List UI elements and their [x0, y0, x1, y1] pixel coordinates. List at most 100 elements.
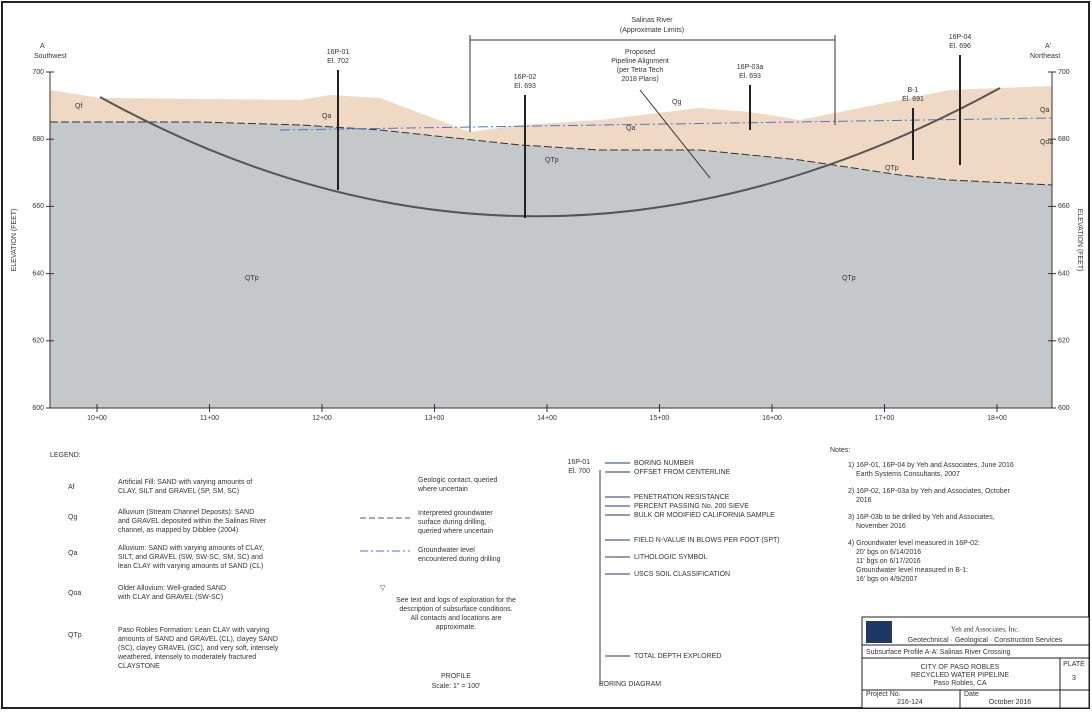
profile-title: PROFILE [441, 673, 471, 680]
legend-text: lean CLAY with varying amounts of SAND (… [118, 563, 263, 570]
plate: 3 [1072, 675, 1076, 682]
boring-elevation: El. 691 [902, 96, 924, 103]
unit-label: Qoa [1040, 139, 1053, 146]
legend-symbol-text: surface during drilling, [418, 519, 487, 526]
unit-label: QTp [842, 275, 856, 282]
groundwater-symbol: ▽ [380, 585, 386, 592]
boring-name: 16P-01 [327, 49, 350, 56]
unit-label: Qf [75, 103, 82, 110]
drawing-title: Subsurface Profile A-A' Salinas River Cr… [866, 649, 1011, 656]
legend-text: channel, as mapped by Dibblee (2004) [118, 527, 238, 534]
legend-text: with CLAY and GRAVEL (SW-SC) [117, 594, 223, 601]
client: RECYCLED WATER PIPELINE [911, 672, 1009, 679]
station-label: 15+00 [650, 415, 670, 422]
elevation-label: 620 [32, 338, 44, 345]
legend-note: All contacts and locations are [410, 615, 501, 622]
elevation-label: 660 [32, 203, 44, 210]
boring-elevation: El. 693 [739, 73, 761, 80]
bd-label: BORING NUMBER [634, 460, 694, 467]
legend-text: and GRAVEL deposited within the Salinas … [118, 518, 267, 525]
bd-offset: El. 700 [568, 468, 590, 475]
river-note: (Approximate Limits) [620, 27, 684, 34]
date-label: Date [964, 691, 979, 698]
unit-label: Qa [322, 113, 331, 120]
boring-name: B-1 [908, 87, 919, 94]
pipeline-leader [639, 89, 711, 179]
profile-scale: Scale: 1" = 100' [432, 683, 481, 690]
project-no: 216-124 [897, 699, 923, 706]
legend-symbol: Qa [68, 550, 77, 557]
bd-label: FIELD N-VALUE IN BLOWS PER FOOT (SPT) [634, 537, 780, 544]
legend-symbol-text: Interpreted groundwater [418, 510, 493, 517]
legend-text: amounts of SAND and GRAVEL (CL), clayey … [118, 636, 278, 643]
legend-symbol-text: Groundwater level [418, 547, 475, 554]
legend-text: Older Alluvium: Well-graded SAND [118, 585, 226, 592]
boring-name: 16P-02 [514, 74, 537, 81]
legend-symbol: Qg [68, 514, 77, 521]
elevation-label: 640 [1058, 270, 1070, 277]
station-label: 16+00 [762, 415, 782, 422]
legend-text: Artificial Fill: SAND with varying amoun… [118, 479, 252, 486]
legend-symbol: Af [68, 484, 75, 491]
pipeline-note: 2018 Plans) [621, 76, 658, 83]
plate-label: PLATE [1063, 661, 1085, 668]
elevation-label: 660 [1058, 203, 1070, 210]
station-label: 13+00 [425, 415, 445, 422]
paso-robles-layer [50, 122, 1052, 408]
elevation-label: 640 [32, 270, 44, 277]
notes-title: Notes: [830, 447, 850, 454]
legend-text: CLAYSTONE [118, 663, 160, 670]
note-text: 1) 16P-01, 16P-04 by Yeh and Associates,… [848, 462, 1014, 469]
pipeline-note: Proposed [625, 49, 655, 56]
bd-label: TOTAL DEPTH EXPLORED [634, 653, 721, 660]
bd-label: USCS SOIL CLASSIFICATION [634, 571, 730, 578]
direction: Southwest [34, 53, 67, 60]
title-block [861, 616, 1090, 709]
note-text: November 2016 [856, 523, 906, 530]
bd-label: OFFSET FROM CENTERLINE [634, 469, 731, 476]
note-text: 16' bgs on 4/9/2007 [856, 576, 917, 583]
alluvium-layer [50, 86, 1052, 185]
note-text: 3) 16P-03b to be drilled by Yeh and Asso… [848, 514, 995, 521]
note-text: Groundwater level measured in B-1: [856, 567, 968, 574]
unit-label: Qg [672, 99, 681, 106]
elevation-label: 700 [1058, 69, 1070, 76]
legend-note: See text and logs of exploration for the [396, 597, 516, 604]
unit-label: QTp [885, 165, 899, 172]
unit-label: Qa [1040, 107, 1049, 114]
legend-note: description of subsurface conditions. [399, 606, 512, 613]
legend-symbol: QTp [68, 632, 82, 639]
legend-symbol-text: queried where uncertain [418, 528, 493, 535]
note-text: 20' bgs on 6/14/2016 [856, 549, 921, 556]
legend-text: Alluvium: SAND with varying amounts of C… [118, 545, 264, 552]
groundwater-line [279, 117, 1053, 131]
elevation-label: 680 [32, 136, 44, 143]
elevation-label: 620 [1058, 338, 1070, 345]
pipeline-note: (per Tetra Tech [617, 67, 664, 74]
note-text: 11' bgs on 6/17/2016 [856, 558, 921, 565]
company-logo [866, 621, 892, 643]
date: October 2016 [989, 699, 1032, 706]
station-label: 10+00 [87, 415, 107, 422]
bd-label: BULK OR MODIFIED CALIFORNIA SAMPLE [634, 512, 775, 519]
boring-elevation: El. 702 [327, 58, 349, 65]
note-text: Earth Systems Consultants, 2007 [856, 471, 960, 478]
axis-label: ELEVATION (FEET) [1076, 209, 1083, 272]
project-label: Project No. [866, 691, 901, 698]
contact-line [50, 121, 1053, 186]
bd-label: PERCENT PASSING No. 200 SIEVE [634, 503, 749, 510]
client: Paso Robles, CA [933, 680, 987, 687]
legend-symbol: Qoa [68, 590, 81, 597]
tagline: Geotechnical · Geological · Construction… [908, 637, 1063, 644]
pipeline [99, 87, 1001, 218]
elevation-label: 680 [1058, 136, 1070, 143]
pipeline-note: Pipeline Alignment [611, 58, 669, 65]
direction: Northeast [1030, 53, 1060, 60]
elevation-label: 700 [32, 69, 44, 76]
legend-text: Alluvium (Stream Channel Deposits): SAND [118, 509, 254, 516]
legend-text: CLAY, SILT and GRAVEL (SP, SM, SC) [118, 488, 239, 495]
boring-name: 16P-04 [949, 34, 972, 41]
legend-title: LEGEND: [50, 452, 81, 459]
legend-text: weathered, intensely to moderately fract… [117, 654, 256, 661]
